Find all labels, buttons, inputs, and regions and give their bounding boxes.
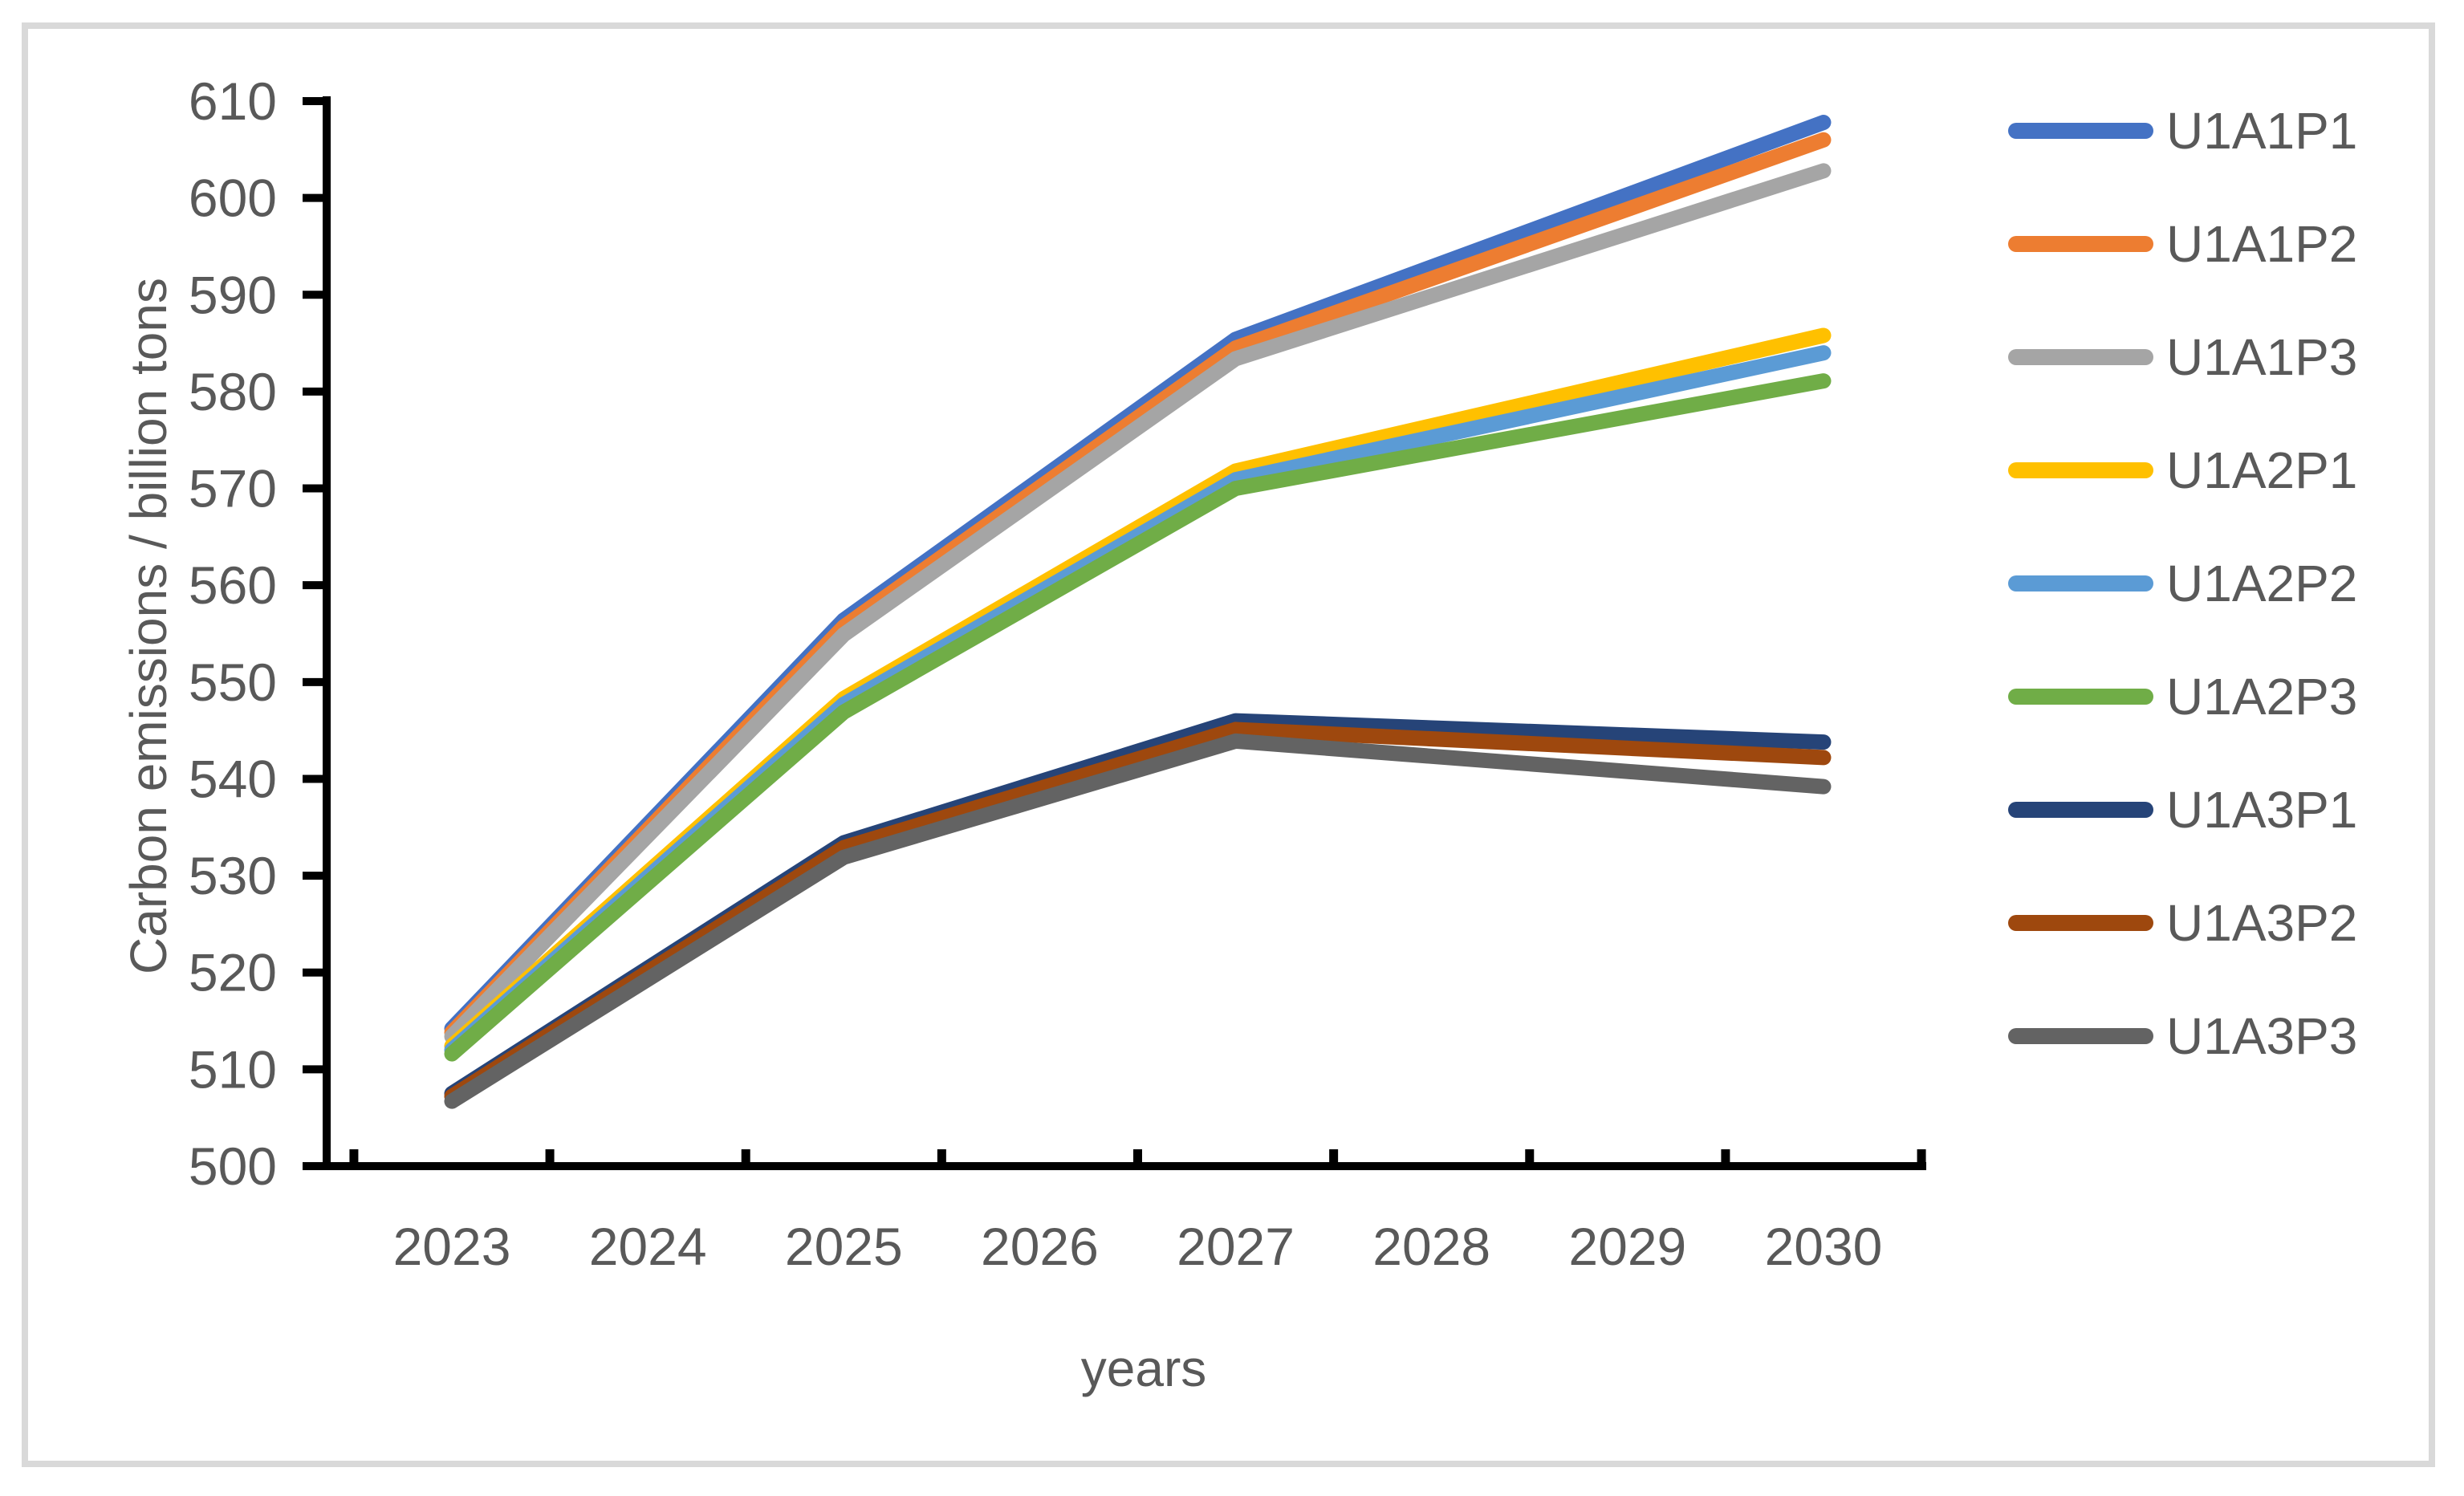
legend-swatch-U1A1P3 [2008,349,2153,365]
y-tick-label: 520 [189,943,277,1002]
legend-swatch-U1A1P1 [2008,123,2153,139]
legend-label-U1A1P2: U1A1P2 [2166,215,2358,273]
legend-item-U1A1P2: U1A1P2 [2008,215,2357,273]
legend-item-U1A3P1: U1A3P1 [2008,781,2357,839]
y-tick-label: 510 [189,1039,277,1099]
legend-label-U1A1P3: U1A1P3 [2166,328,2358,386]
x-tick-label: 2030 [1765,1217,1883,1276]
legend-item-U1A1P1: U1A1P1 [2008,102,2357,160]
y-tick-label: 610 [189,71,277,131]
legend-label-U1A3P1: U1A3P1 [2166,781,2358,839]
legend-swatch-U1A1P2 [2008,236,2153,252]
y-tick-label: 580 [189,362,277,421]
y-tick-label: 600 [189,169,277,228]
x-tick-label: 2027 [1177,1217,1295,1276]
y-tick-label: 540 [189,749,277,808]
y-axis-title: Carbon emissions / billion tons [120,278,177,974]
legend-swatch-U1A3P3 [2008,1028,2153,1044]
y-tick-label: 550 [189,652,277,712]
series-line-U1A1P2 [444,132,1832,1041]
legend-label-U1A1P1: U1A1P1 [2166,102,2358,160]
x-tick-label: 2025 [785,1217,903,1276]
legend-item-U1A1P3: U1A1P3 [2008,328,2357,386]
axes-layer [303,96,1926,1170]
y-tick-label: 500 [189,1136,277,1196]
y-tick-label: 560 [189,555,277,615]
series-line-U1A2P2 [444,345,1832,1058]
legend-item-U1A2P2: U1A2P2 [2008,555,2357,612]
legend-item-U1A2P3: U1A2P3 [2008,668,2357,726]
y-tick-label: 590 [189,265,277,324]
x-tick-label: 2029 [1568,1217,1686,1276]
tick-labels-layer: 500 510 520 530 540 550 560 570 580 590 600 610 2023… [189,71,1883,1276]
legend-item-U1A2P1: U1A2P1 [2008,441,2357,499]
x-tick-label: 2024 [589,1217,707,1276]
x-tick-label: 2026 [981,1217,1099,1276]
legend-label-U1A3P3: U1A3P3 [2166,1007,2358,1065]
legend-label-U1A2P2: U1A2P2 [2166,555,2358,612]
series-line-U1A3P3 [444,733,1832,1109]
legend-label-U1A2P1: U1A2P1 [2166,441,2358,499]
series-line-U1A2P3 [444,373,1832,1062]
series-line-U1A2P1 [444,327,1832,1054]
series-line-U1A1P1 [444,115,1832,1037]
series-line-U1A3P2 [444,722,1832,1104]
legend-label-U1A2P3: U1A2P3 [2166,668,2358,726]
y-tick-label: 570 [189,459,277,518]
legend-swatch-U1A2P3 [2008,689,2153,705]
legend-item-U1A3P2: U1A3P2 [2008,894,2357,952]
series-line-U1A1P3 [444,163,1832,1044]
legend-swatch-U1A2P2 [2008,575,2153,591]
legend-label-U1A3P2: U1A3P2 [2166,894,2358,952]
legend-swatch-U1A3P2 [2008,915,2153,931]
legend-swatch-U1A2P1 [2008,462,2153,478]
x-tick-label: 2028 [1372,1217,1490,1276]
x-tick-label: 2023 [393,1217,511,1276]
legend-swatch-U1A3P1 [2008,802,2153,818]
series-layer [444,115,1832,1109]
x-axis-title: years [1080,1339,1207,1397]
y-tick-label: 530 [189,846,277,905]
legend-item-U1A3P3: U1A3P3 [2008,1007,2357,1065]
